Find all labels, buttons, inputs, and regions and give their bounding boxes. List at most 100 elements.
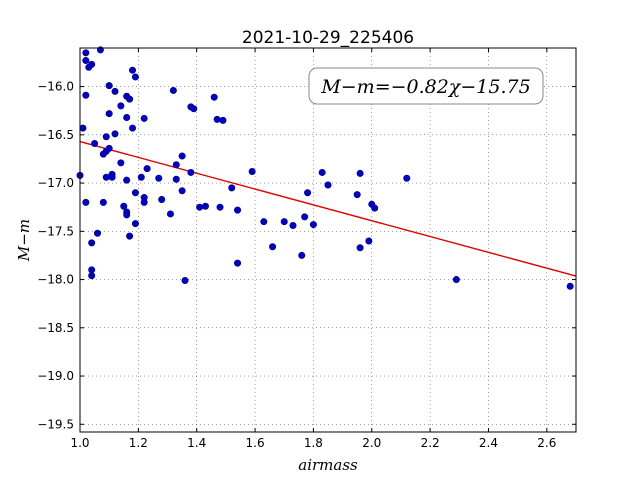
data-point bbox=[181, 277, 189, 285]
data-point bbox=[187, 168, 195, 176]
data-points bbox=[76, 46, 574, 290]
data-point bbox=[131, 189, 139, 197]
y-tick-label: −17.0 bbox=[37, 176, 74, 190]
data-point bbox=[131, 220, 139, 228]
data-point bbox=[304, 189, 312, 197]
fit-line bbox=[79, 140, 577, 277]
data-point bbox=[269, 243, 277, 251]
data-point bbox=[196, 203, 204, 211]
data-point bbox=[201, 202, 209, 210]
data-point bbox=[99, 198, 107, 206]
data-point bbox=[260, 218, 268, 226]
data-point bbox=[120, 202, 128, 210]
data-point bbox=[137, 173, 145, 181]
data-point bbox=[190, 105, 198, 113]
chart-title: 2021-10-29_225406 bbox=[242, 28, 414, 48]
y-tick-label: −18.0 bbox=[37, 273, 74, 287]
data-point bbox=[365, 237, 373, 245]
data-point bbox=[129, 66, 137, 74]
y-tick-label: −18.5 bbox=[37, 321, 74, 335]
data-point bbox=[123, 176, 131, 184]
data-point bbox=[88, 272, 96, 280]
data-point bbox=[143, 165, 151, 173]
data-point bbox=[129, 124, 137, 132]
x-tick-label: 1.4 bbox=[187, 436, 206, 450]
data-point bbox=[94, 229, 102, 237]
data-point bbox=[178, 187, 186, 195]
data-point bbox=[566, 282, 574, 290]
data-point bbox=[88, 266, 96, 274]
data-point bbox=[219, 116, 227, 124]
data-point bbox=[280, 218, 288, 226]
data-point bbox=[403, 174, 411, 182]
data-point bbox=[318, 168, 326, 176]
x-tick-label: 1.2 bbox=[129, 436, 148, 450]
data-point bbox=[309, 221, 317, 229]
data-point bbox=[324, 181, 332, 189]
data-point bbox=[452, 276, 460, 284]
data-point bbox=[88, 239, 96, 247]
x-tick-label: 2.4 bbox=[479, 436, 498, 450]
data-point bbox=[210, 93, 218, 101]
data-point bbox=[140, 198, 148, 206]
data-point bbox=[91, 140, 99, 148]
data-point bbox=[371, 204, 379, 212]
data-point bbox=[234, 206, 242, 214]
y-tick-label: −16.5 bbox=[37, 128, 74, 142]
data-point bbox=[228, 184, 236, 192]
x-tick-labels: 1.0 1.2 1.4 1.6 1.8 2.0 2.2 2.4 2.6 bbox=[70, 436, 556, 450]
data-point bbox=[79, 124, 87, 132]
data-point bbox=[126, 95, 134, 103]
plot-frame bbox=[79, 47, 577, 433]
x-axis-label: airmass bbox=[298, 456, 358, 474]
data-point bbox=[353, 191, 361, 199]
y-axis-label: M−m bbox=[15, 219, 33, 262]
x-tick-label: 2.6 bbox=[537, 436, 556, 450]
data-point bbox=[99, 150, 107, 158]
data-point bbox=[172, 175, 180, 183]
data-point bbox=[82, 57, 90, 65]
data-point bbox=[289, 222, 297, 230]
x-tick-label: 1.0 bbox=[70, 436, 89, 450]
data-point bbox=[131, 73, 139, 81]
data-point bbox=[111, 87, 119, 95]
y-tick-label: −16.0 bbox=[37, 80, 74, 94]
data-point bbox=[82, 198, 90, 206]
axis-ticks bbox=[79, 48, 576, 432]
data-point bbox=[123, 211, 131, 219]
data-point bbox=[216, 203, 224, 211]
data-point bbox=[140, 114, 148, 122]
annotation-box bbox=[308, 67, 544, 105]
data-point bbox=[117, 102, 125, 110]
data-point bbox=[166, 210, 174, 218]
data-point bbox=[85, 63, 93, 71]
data-point bbox=[158, 195, 166, 203]
y-tick-label: −19.0 bbox=[37, 369, 74, 383]
data-point bbox=[102, 173, 110, 181]
y-tick-labels: −16.0 −16.5 −17.0 −17.5 −18.0 −18.5 −19.0 −19.5 bbox=[37, 80, 74, 432]
data-point bbox=[356, 169, 364, 177]
data-point bbox=[234, 259, 242, 267]
data-point bbox=[108, 173, 116, 181]
data-point bbox=[178, 152, 186, 160]
data-point bbox=[301, 213, 309, 221]
data-point bbox=[155, 174, 163, 182]
data-point bbox=[82, 49, 90, 57]
data-point bbox=[213, 115, 221, 123]
x-tick-label: 1.6 bbox=[246, 436, 265, 450]
data-point bbox=[248, 167, 256, 175]
data-point bbox=[123, 113, 131, 121]
data-point bbox=[105, 110, 113, 118]
data-point bbox=[169, 86, 177, 94]
fit-annotation: M−m=−0.82χ−15.75 bbox=[308, 67, 544, 105]
data-point bbox=[82, 91, 90, 99]
data-point bbox=[102, 133, 110, 141]
annotation-text: M−m=−0.82χ−15.75 bbox=[320, 76, 530, 98]
x-tick-label: 2.2 bbox=[421, 436, 440, 450]
data-point bbox=[298, 251, 306, 259]
data-point bbox=[172, 161, 180, 169]
data-point bbox=[126, 232, 134, 240]
data-point bbox=[111, 130, 119, 138]
data-point bbox=[105, 82, 113, 90]
